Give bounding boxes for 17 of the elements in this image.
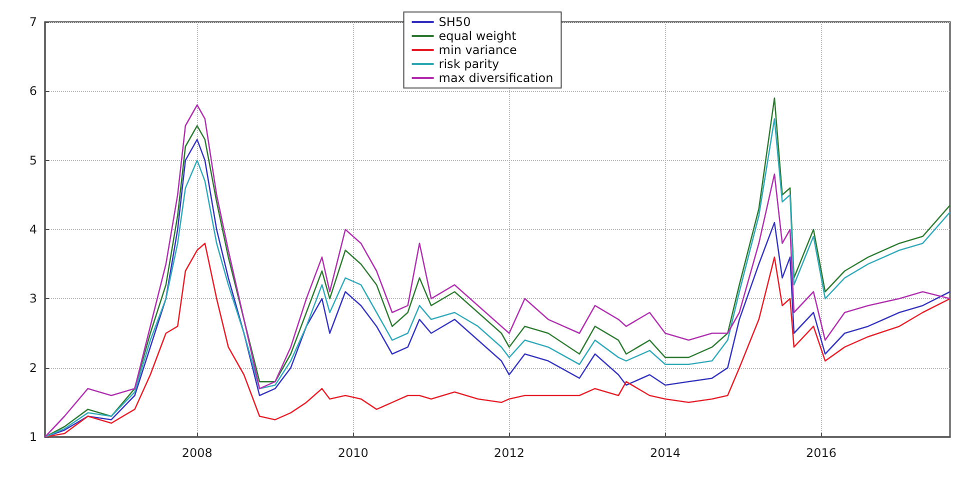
x-tick-label: 2014 <box>650 446 681 460</box>
y-tick-label: 1 <box>29 430 37 444</box>
legend-label: min variance <box>438 43 517 57</box>
x-tick-label: 2008 <box>182 446 212 460</box>
y-tick-label: 6 <box>29 84 37 98</box>
x-tick-label: 2010 <box>338 446 368 460</box>
y-tick-label: 3 <box>29 292 37 306</box>
x-tick-label: 2016 <box>806 446 837 460</box>
y-tick-label: 2 <box>29 360 37 375</box>
legend-label: SH50 <box>438 15 471 29</box>
legend-label: equal weight <box>438 29 517 43</box>
y-tick-label: 4 <box>29 222 37 236</box>
legend-label: max diversification <box>438 71 554 85</box>
y-tick-label: 5 <box>29 153 37 168</box>
x-tick-label: 2012 <box>494 446 524 460</box>
y-tick-label: 7 <box>29 15 37 29</box>
legend-label: risk parity <box>438 57 500 71</box>
